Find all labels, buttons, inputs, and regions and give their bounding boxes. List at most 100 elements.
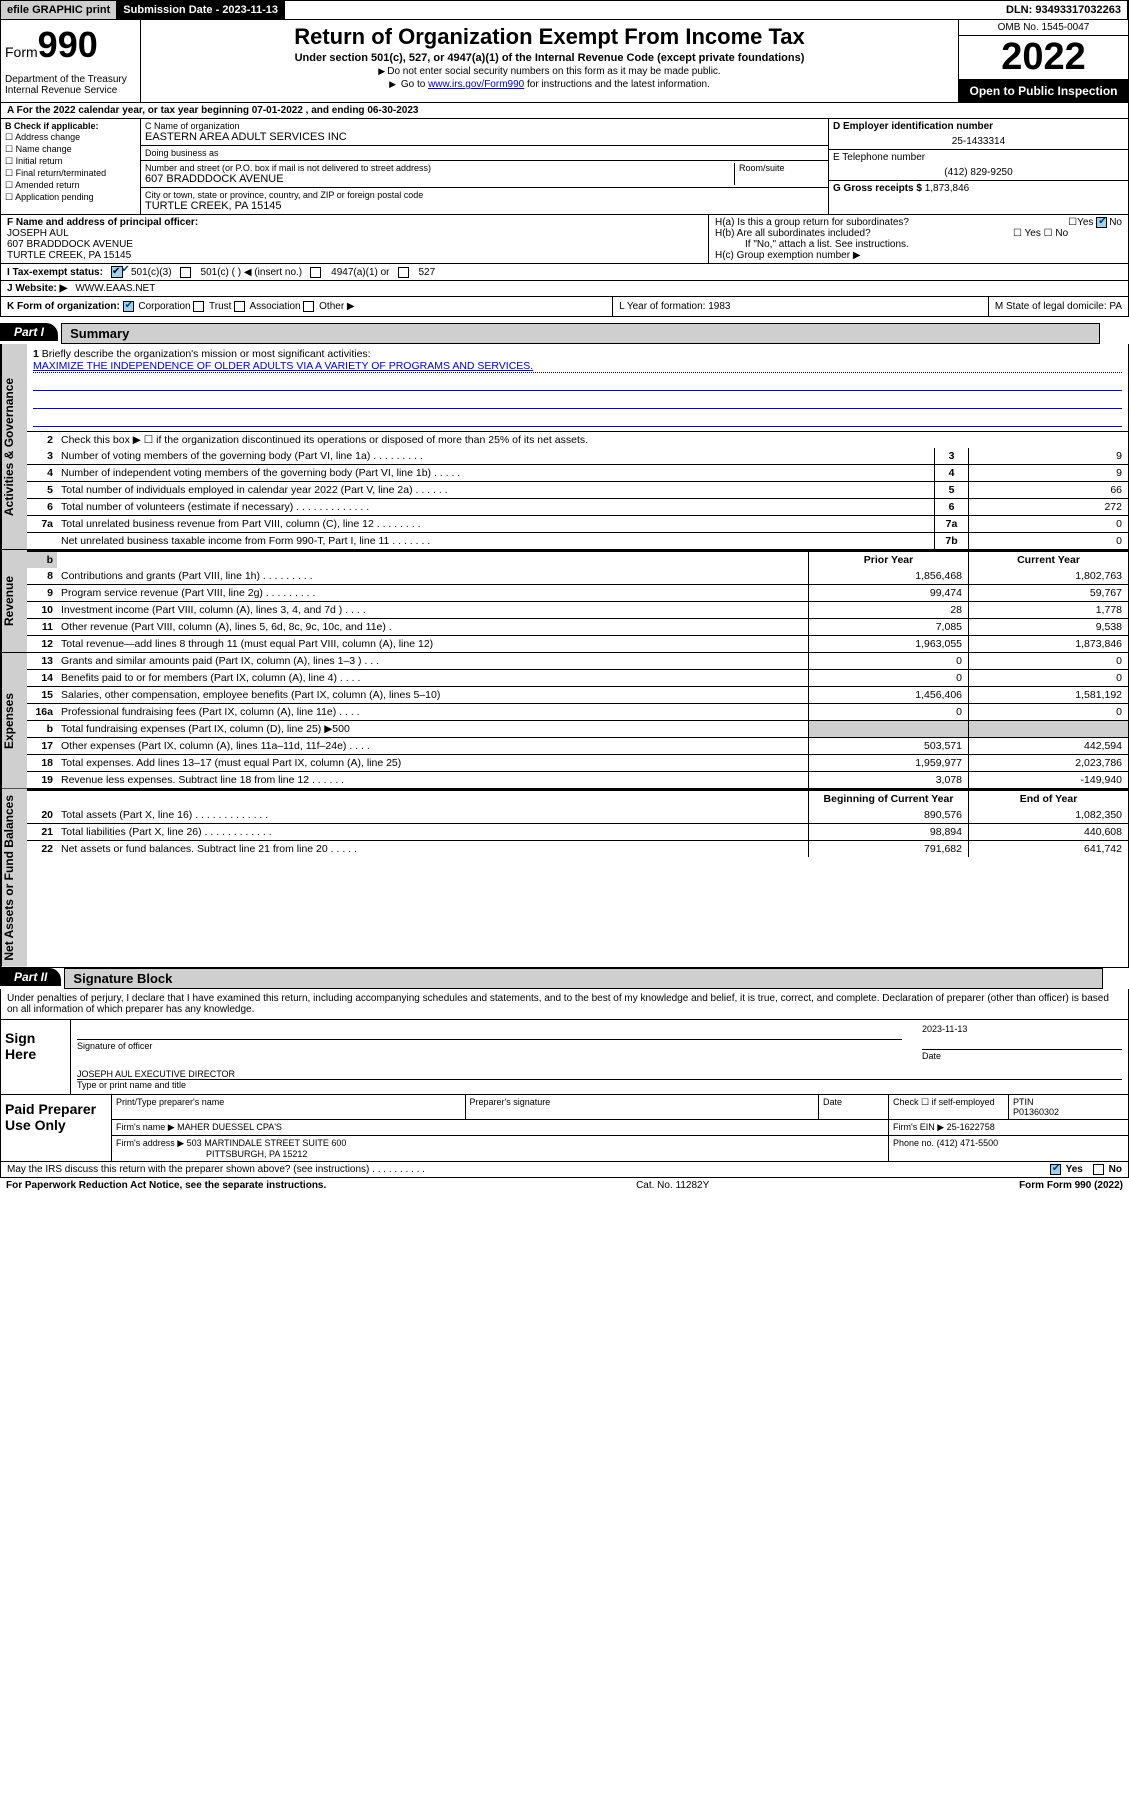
chk-4947[interactable] (310, 267, 321, 278)
rev-body: b Prior Year Current Year 8Contributions… (27, 550, 1128, 652)
room-label: Room/suite (739, 163, 824, 173)
dln-label: DLN: 93493317032263 (1000, 1, 1128, 19)
gov-body: 1 Briefly describe the organization's mi… (27, 344, 1128, 549)
sidetab-rev: Revenue (1, 550, 27, 652)
firm-phone: Phone no. (412) 471-5500 (888, 1136, 1128, 1161)
form-header: Form990 Department of the Treasury Inter… (0, 20, 1129, 103)
E-label: E Telephone number (833, 152, 925, 163)
data-line: 19Revenue less expenses. Subtract line 1… (27, 771, 1128, 788)
chk-final[interactable]: ☐ Final return/terminated (5, 168, 136, 179)
K-label: K Form of organization: Corporation Trus… (1, 297, 361, 316)
ptin: PTIN P01360302 (1008, 1095, 1128, 1119)
F-col: F Name and address of principal officer:… (1, 215, 708, 263)
data-line: 18Total expenses. Add lines 13–17 (must … (27, 754, 1128, 771)
dba-label: Doing business as (145, 148, 219, 158)
part1-title: Summary (61, 323, 1100, 344)
paperwork: For Paperwork Reduction Act Notice, see … (6, 1180, 326, 1191)
row-KLM: K Form of organization: Corporation Trus… (0, 297, 1129, 317)
data-line: 8Contributions and grants (Part VIII, li… (27, 568, 1128, 584)
chk-501c3[interactable]: ✔ (111, 266, 123, 278)
exp-body: 13Grants and similar amounts paid (Part … (27, 653, 1128, 788)
row-A: A For the 2022 calendar year, or tax yea… (0, 103, 1129, 119)
line1: 1 Briefly describe the organization's mi… (27, 344, 1128, 431)
efile-label: efile GRAPHIC print (1, 1, 117, 19)
chk-initial[interactable]: ☐ Initial return (5, 156, 136, 167)
Ha: H(a) Is this a group return for subordin… (715, 217, 1122, 228)
blank-line (33, 413, 1122, 427)
form-subtitle: Under section 501(c), 527, or 4947(a)(1)… (149, 52, 950, 64)
col-C: C Name of organization EASTERN AREA ADUL… (141, 119, 828, 214)
chk-other[interactable] (303, 301, 314, 312)
sidetab-exp: Expenses (1, 653, 27, 788)
line1-label: Briefly describe the organization's miss… (42, 348, 371, 360)
officer-addr2: TURTLE CREEK, PA 15145 (7, 250, 131, 261)
cat-no: Cat. No. 11282Y (636, 1180, 709, 1191)
org-address: 607 BRADDDOCK AVENUE (145, 173, 734, 185)
form-footer: Form Form 990 (2022) (1019, 1180, 1123, 1191)
discuss-text: May the IRS discuss this return with the… (7, 1164, 425, 1175)
block-BCD: B Check if applicable: ☐ Address change … (0, 119, 1129, 215)
sign-here-label: Sign Here (1, 1020, 71, 1094)
chk-pending[interactable]: ☐ Application pending (5, 192, 136, 203)
summary-line: Net unrelated business taxable income fr… (27, 532, 1128, 549)
paid-preparer-row: Paid Preparer Use Only Print/Type prepar… (1, 1094, 1128, 1161)
ein-value: 25-1433314 (833, 136, 1124, 147)
dept-label: Department of the Treasury Internal Reve… (5, 74, 136, 96)
C-name-label: C Name of organization (145, 121, 824, 131)
summary-line: 6Total number of volunteers (estimate if… (27, 498, 1128, 515)
officer-name: JOSEPH AUL (7, 228, 69, 239)
data-line: 13Grants and similar amounts paid (Part … (27, 653, 1128, 669)
discuss-yes[interactable]: Yes (1050, 1164, 1083, 1175)
data-line: 11Other revenue (Part VIII, column (A), … (27, 618, 1128, 635)
header-middle: Return of Organization Exempt From Incom… (141, 20, 958, 102)
col-begin: Beginning of Current Year (808, 791, 968, 807)
part1-gov: Activities & Governance 1 Briefly descri… (0, 344, 1129, 550)
row-I: I Tax-exempt status: ✔501(c)(3) 501(c) (… (0, 264, 1129, 281)
paid-label: Paid Preparer Use Only (1, 1095, 111, 1161)
part1-revenue: Revenue b Prior Year Current Year 8Contr… (0, 550, 1129, 653)
col-DEG: D Employer identification number 25-1433… (828, 119, 1128, 214)
chk-name[interactable]: ☐ Name change (5, 144, 136, 155)
form-label: Form (5, 44, 38, 60)
submission-date-button[interactable]: Submission Date - 2023-11-13 (117, 1, 285, 19)
part2-header: Part II (0, 968, 61, 986)
data-line: 9Program service revenue (Part VIII, lin… (27, 584, 1128, 601)
firm-addr: Firm's address ▶ 503 MARTINDALE STREET S… (111, 1136, 888, 1161)
J-label: J Website: ▶ (7, 283, 67, 294)
org-city: TURTLE CREEK, PA 15145 (145, 200, 824, 212)
chk-amended[interactable]: ☐ Amended return (5, 180, 136, 191)
open-to-public: Open to Public Inspection (959, 80, 1128, 102)
firm-ein: Firm's EIN ▶ 25-1622758 (888, 1120, 1128, 1135)
net-header: Beginning of Current Year End of Year (27, 789, 1128, 807)
data-line: 14Benefits paid to or for members (Part … (27, 669, 1128, 686)
firm-name: Firm's name ▶ MAHER DUESSEL CPA'S (111, 1120, 888, 1135)
B-label: B Check if applicable: (5, 121, 99, 131)
chk-assoc[interactable] (234, 301, 245, 312)
form-title: Return of Organization Exempt From Incom… (149, 24, 950, 50)
mission-text: MAXIMIZE THE INDEPENDENCE OF OLDER ADULT… (33, 360, 1122, 373)
signature-block: Under penalties of perjury, I declare th… (0, 989, 1129, 1162)
sign-fields: Signature of officer 2023-11-13 Date JOS… (71, 1020, 1128, 1094)
pcheck: Check ☐ if self-employed (888, 1095, 1008, 1119)
chk-527[interactable] (398, 267, 409, 278)
discuss-no[interactable]: No (1093, 1164, 1122, 1175)
chk-address[interactable]: ☐ Address change (5, 132, 136, 143)
part1-expenses: Expenses 13Grants and similar amounts pa… (0, 653, 1129, 789)
phone-value: (412) 829-9250 (833, 167, 1124, 178)
M-state: M State of legal domicile: PA (988, 297, 1128, 316)
Ha-no-checkbox[interactable] (1096, 217, 1107, 228)
officer-addr1: 607 BRADDDOCK AVENUE (7, 239, 133, 250)
data-line: 16aProfessional fundraising fees (Part I… (27, 703, 1128, 720)
chk-corp[interactable] (123, 301, 134, 312)
summary-line: 5Total number of individuals employed in… (27, 481, 1128, 498)
part1-header: Part I (0, 323, 58, 341)
D-row: D Employer identification number 25-1433… (829, 119, 1128, 150)
net-body: Beginning of Current Year End of Year 20… (27, 789, 1128, 967)
I-label: I Tax-exempt status: (7, 267, 103, 278)
psig-label: Preparer's signature (465, 1095, 819, 1119)
C-city-row: City or town, state or province, country… (141, 188, 828, 214)
col-end: End of Year (968, 791, 1128, 807)
chk-trust[interactable] (193, 301, 204, 312)
irs-link[interactable]: www.irs.gov/Form990 (428, 79, 524, 90)
chk-501c[interactable] (180, 267, 191, 278)
